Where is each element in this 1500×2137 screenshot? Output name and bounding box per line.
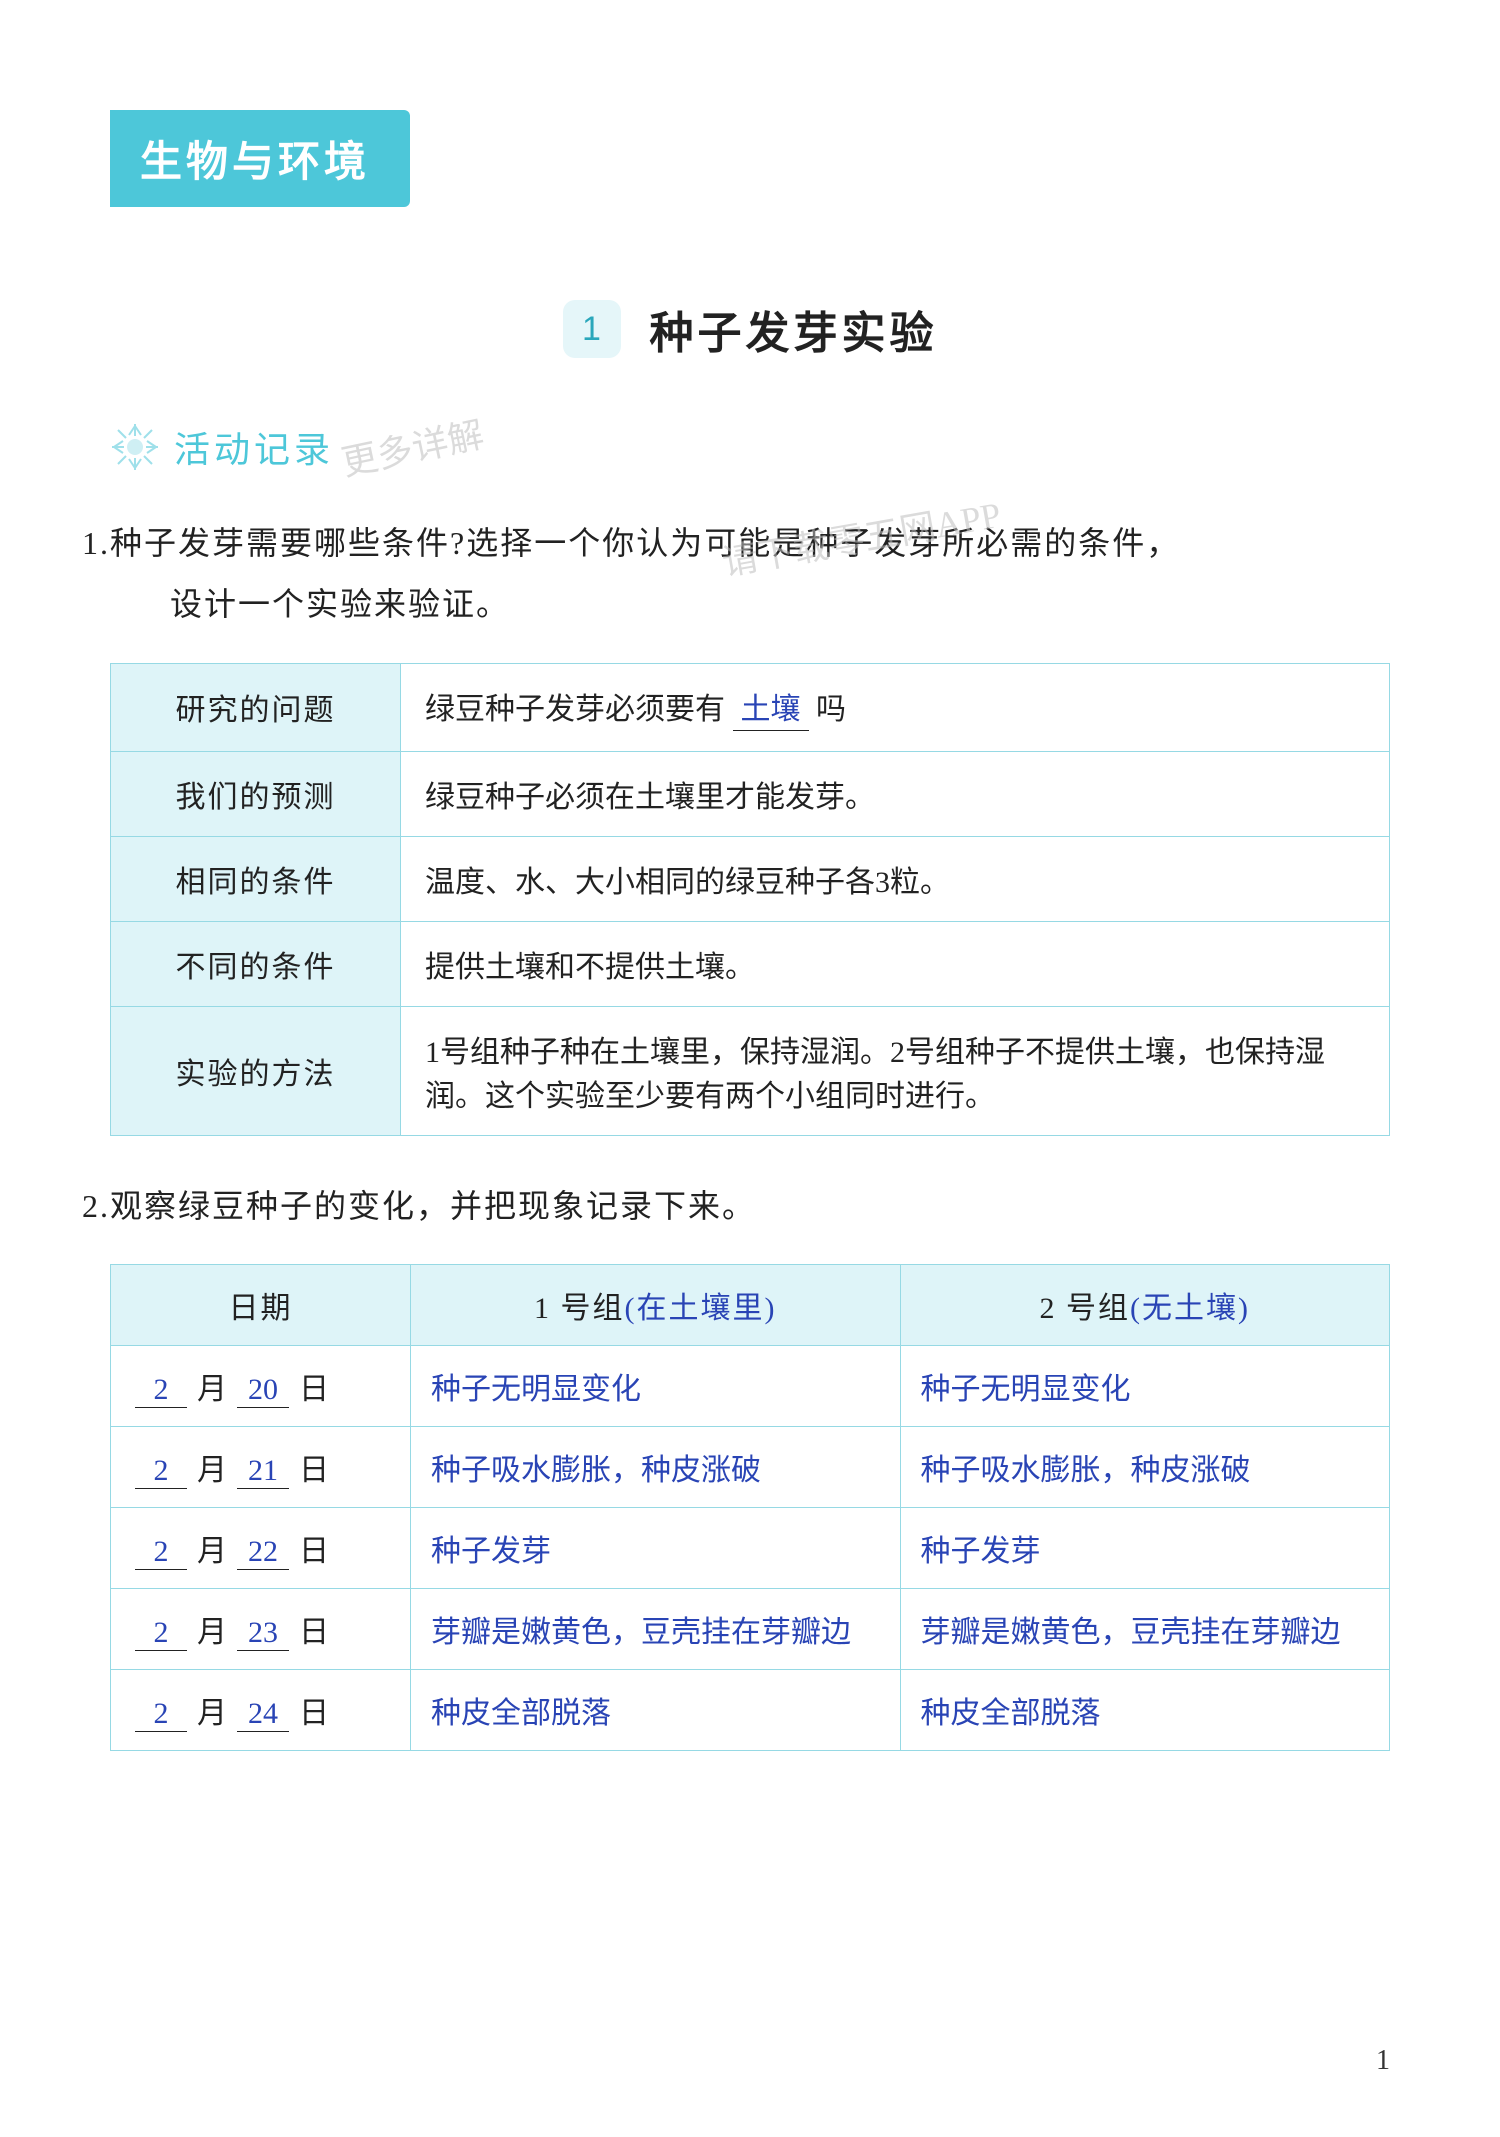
activity-label: 活动记录 [174, 421, 334, 473]
day-fill: 21 [237, 1454, 289, 1489]
month-fill: 2 [135, 1697, 187, 1732]
date-cell: 2月 21 日 [111, 1427, 411, 1508]
group2-cell: 芽瓣是嫩黄色，豆壳挂在芽瓣边 [900, 1589, 1390, 1670]
group2-paren: (无土壤) [1130, 1292, 1250, 1325]
prefix-text: 绿豆种子发芽必须要有 [425, 693, 725, 726]
col-date: 日期 [111, 1265, 411, 1346]
chapter-banner: 生物与环境 [110, 110, 410, 207]
table-row: 2月 23 日 芽瓣是嫩黄色，豆壳挂在芽瓣边 芽瓣是嫩黄色，豆壳挂在芽瓣边 [111, 1589, 1390, 1670]
group1-cell: 种子吸水膨胀，种皮涨破 [411, 1427, 901, 1508]
activity-header: 活动记录 [110, 421, 1390, 473]
day-unit: 日 [299, 1373, 329, 1406]
date-cell: 2月 23 日 [111, 1589, 411, 1670]
group2-cell: 种子吸水膨胀，种皮涨破 [900, 1427, 1390, 1508]
group1-label: 1 号组 [534, 1292, 625, 1325]
day-unit: 日 [299, 1616, 329, 1649]
row-label: 实验的方法 [111, 1006, 401, 1135]
table-row: 实验的方法 1号组种子种在土壤里，保持湿润。2号组种子不提供土壤，也保持湿润。这… [111, 1006, 1390, 1135]
group1-cell: 种子无明显变化 [411, 1346, 901, 1427]
day-fill: 20 [237, 1373, 289, 1408]
day-fill: 22 [237, 1535, 289, 1570]
group1-paren: (在土壤里) [625, 1292, 777, 1325]
section-number: 1 [563, 300, 621, 358]
group1-cell: 芽瓣是嫩黄色，豆壳挂在芽瓣边 [411, 1589, 901, 1670]
date-cell: 2月 24 日 [111, 1670, 411, 1751]
table-row: 2月 22 日 种子发芽 种子发芽 [111, 1508, 1390, 1589]
group2-cell: 种子发芽 [900, 1508, 1390, 1589]
fill-answer: 土壤 [733, 684, 809, 731]
q1-line1: 种子发芽需要哪些条件?选择一个你认为可能是种子发芽所必需的条件， [110, 525, 1180, 561]
day-fill: 23 [237, 1616, 289, 1651]
question-1: 1.种子发芽需要哪些条件?选择一个你认为可能是种子发芽所必需的条件， 设计一个实… [110, 513, 1390, 1136]
row-label: 相同的条件 [111, 836, 401, 921]
burst-icon [110, 422, 160, 472]
month-unit: 月 [197, 1697, 227, 1730]
q2-body: 观察绿豆种子的变化，并把现象记录下来。 [110, 1188, 756, 1224]
month-unit: 月 [197, 1454, 227, 1487]
row-label: 不同的条件 [111, 921, 401, 1006]
month-fill: 2 [135, 1373, 187, 1408]
q1-text: 1.种子发芽需要哪些条件?选择一个你认为可能是种子发芽所必需的条件， 设计一个实… [110, 513, 1390, 635]
group2-cell: 种子无明显变化 [900, 1346, 1390, 1427]
row-value: 1号组种子种在土壤里，保持湿润。2号组种子不提供土壤，也保持湿润。这个实验至少要… [401, 1006, 1390, 1135]
row-value: 提供土壤和不提供土壤。 [401, 921, 1390, 1006]
suffix-text: 吗 [816, 693, 846, 726]
table-row: 研究的问题 绿豆种子发芽必须要有 土壤 吗 [111, 663, 1390, 751]
q1-line2: 设计一个实验来验证。 [110, 574, 1390, 635]
day-unit: 日 [299, 1535, 329, 1568]
q1-number: 1. [82, 513, 110, 574]
col-group1: 1 号组(在土壤里) [411, 1265, 901, 1346]
row-value: 绿豆种子必须在土壤里才能发芽。 [401, 751, 1390, 836]
table-row: 不同的条件 提供土壤和不提供土壤。 [111, 921, 1390, 1006]
month-fill: 2 [135, 1616, 187, 1651]
question-2: 2.观察绿豆种子的变化，并把现象记录下来。 日期 1 号组(在土壤里) 2 号组… [110, 1176, 1390, 1752]
table-row: 2月 24 日 种皮全部脱落 种皮全部脱落 [111, 1670, 1390, 1751]
row-value: 绿豆种子发芽必须要有 土壤 吗 [401, 663, 1390, 751]
table-row: 2月 21 日 种子吸水膨胀，种皮涨破 种子吸水膨胀，种皮涨破 [111, 1427, 1390, 1508]
table-row: 相同的条件 温度、水、大小相同的绿豆种子各3粒。 [111, 836, 1390, 921]
month-unit: 月 [197, 1373, 227, 1406]
row-label: 研究的问题 [111, 663, 401, 751]
observation-table: 日期 1 号组(在土壤里) 2 号组(无土壤) 2月20日 种子无明显变化 种子… [110, 1264, 1390, 1751]
col-group2: 2 号组(无土壤) [900, 1265, 1390, 1346]
table-row: 我们的预测 绿豆种子必须在土壤里才能发芽。 [111, 751, 1390, 836]
group2-cell: 种皮全部脱落 [900, 1670, 1390, 1751]
design-table: 研究的问题 绿豆种子发芽必须要有 土壤 吗 我们的预测 绿豆种子必须在土壤里才能… [110, 663, 1390, 1136]
month-unit: 月 [197, 1535, 227, 1568]
row-label: 我们的预测 [111, 751, 401, 836]
day-unit: 日 [299, 1697, 329, 1730]
date-cell: 2月 22 日 [111, 1508, 411, 1589]
month-fill: 2 [135, 1535, 187, 1570]
date-cell: 2月 20 日 [111, 1346, 411, 1427]
table-row: 2月 20 日 种子无明显变化 种子无明显变化 [111, 1346, 1390, 1427]
q2-number: 2. [82, 1176, 110, 1237]
row-value: 温度、水、大小相同的绿豆种子各3粒。 [401, 836, 1390, 921]
group1-cell: 种皮全部脱落 [411, 1670, 901, 1751]
day-fill: 24 [237, 1697, 289, 1732]
group1-cell: 种子发芽 [411, 1508, 901, 1589]
group2-label: 2 号组 [1040, 1292, 1131, 1325]
table-header-row: 日期 1 号组(在土壤里) 2 号组(无土壤) [111, 1265, 1390, 1346]
day-unit: 日 [299, 1454, 329, 1487]
page-number: 1 [1376, 2045, 1390, 2077]
section-header: 1 种子发芽实验 [110, 297, 1390, 361]
month-fill: 2 [135, 1454, 187, 1489]
section-title: 种子发芽实验 [650, 297, 938, 361]
month-unit: 月 [197, 1616, 227, 1649]
q2-text: 2.观察绿豆种子的变化，并把现象记录下来。 [110, 1176, 1390, 1237]
